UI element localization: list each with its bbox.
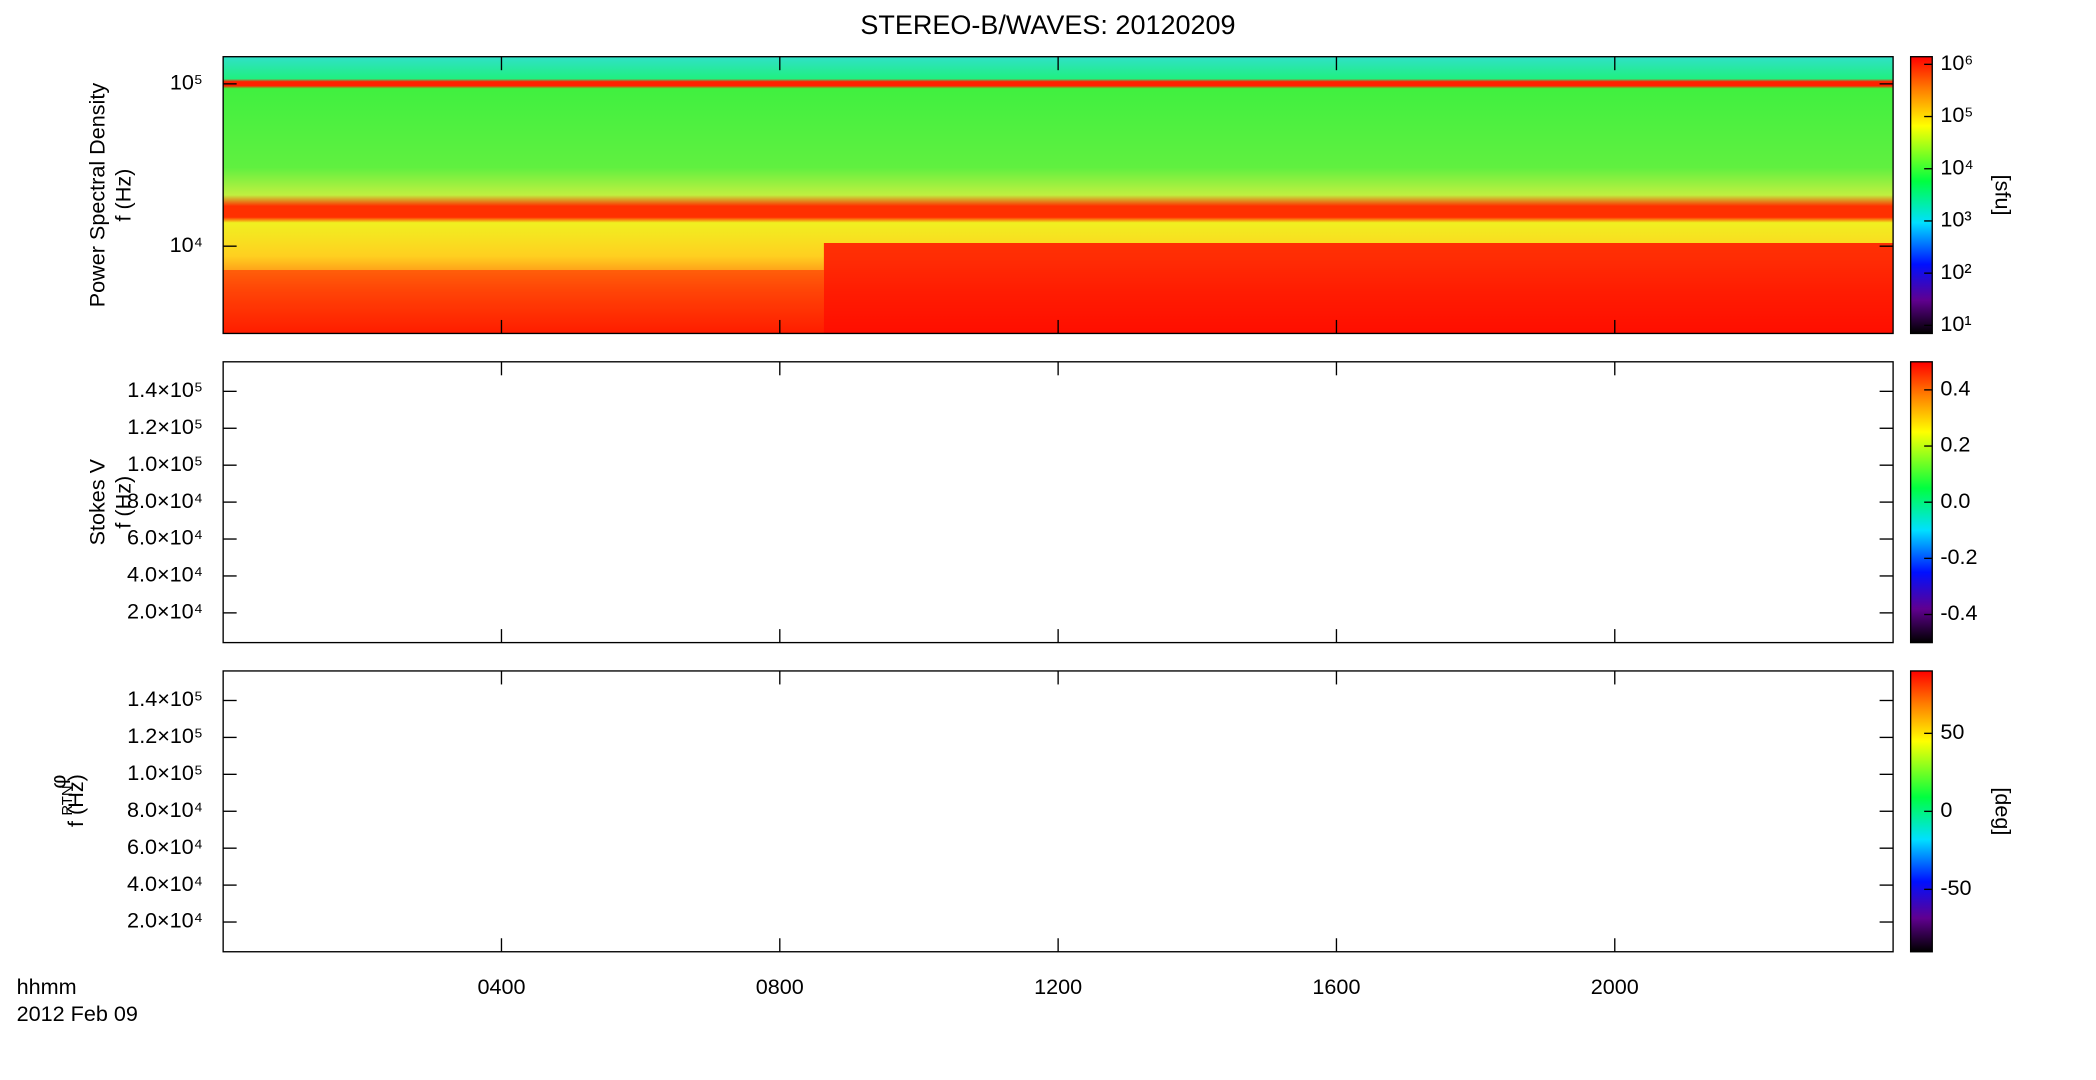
y-tick-label: 1.4×10⁵ <box>127 686 203 711</box>
colorbar-tick-label: 10⁶ <box>1940 50 1973 75</box>
y-tick-label: 1.0×10⁵ <box>127 760 203 785</box>
y-tick-label: 1.4×10⁵ <box>127 377 203 402</box>
colorbar-tick-label: 0.0 <box>1940 488 1970 513</box>
y-axis-label: φ <box>46 775 71 789</box>
colorbar-tick-label: -50 <box>1940 875 1971 900</box>
y-tick-label: 2.0×10⁴ <box>127 599 203 624</box>
x-tick-label: 0800 <box>756 974 804 999</box>
y-axis-unit: f (Hz) <box>63 774 88 827</box>
y-tick-label: 6.0×10⁴ <box>127 834 203 859</box>
y-axis-unit: f (Hz) <box>110 476 135 529</box>
x-tick-label: 1600 <box>1312 974 1360 999</box>
colorbar-tick-label: 10⁴ <box>1940 154 1973 179</box>
x-tick-label: 0400 <box>477 974 525 999</box>
chart-title: STEREO-B/WAVES: 20120209 <box>860 10 1235 40</box>
colorbar-tick-label: 10⁵ <box>1940 102 1973 127</box>
plot-frame <box>222 361 1894 644</box>
colorbar-tick-label: 0.4 <box>1940 376 1970 401</box>
y-tick-label: 8.0×10⁴ <box>127 797 203 822</box>
plot-frame <box>222 670 1894 953</box>
y-tick-label: 6.0×10⁴ <box>127 525 203 550</box>
y-tick-label: 4.0×10⁴ <box>127 871 203 896</box>
y-tick-label: 1.2×10⁵ <box>127 723 203 748</box>
colorbar-tick-label: 0.2 <box>1940 432 1970 457</box>
colorbar <box>1909 56 1933 335</box>
y-tick-label: 1.2×10⁵ <box>127 414 203 439</box>
colorbar-tick-label: 10³ <box>1940 207 1971 232</box>
x-tick-label: 2000 <box>1591 974 1639 999</box>
y-tick-label: 10⁴ <box>170 232 203 257</box>
y-axis-unit: f (Hz) <box>110 169 135 222</box>
date-label: 2012 Feb 09 <box>17 1001 138 1026</box>
y-tick-label: 1.0×10⁵ <box>127 451 203 476</box>
colorbar-tick-label: 0 <box>1940 797 1952 822</box>
y-tick-label: 10⁵ <box>170 70 203 95</box>
y-tick-label: 8.0×10⁴ <box>127 488 203 513</box>
x-tick-label: 1200 <box>1034 974 1082 999</box>
colorbar-tick-label: 10¹ <box>1940 311 1971 336</box>
y-tick-label: 4.0×10⁴ <box>127 562 203 587</box>
y-axis-label: Power Spectral Density <box>85 83 110 308</box>
x-axis-label: hhmm <box>17 974 77 999</box>
colorbar-tick-label: -0.2 <box>1940 544 1977 569</box>
colorbar-label: [sfu] <box>1990 175 2015 216</box>
colorbar-label: [deg] <box>1990 787 2015 835</box>
colorbar-tick-label: 50 <box>1940 719 1964 744</box>
colorbar-tick-label: -0.4 <box>1940 600 1977 625</box>
y-tick-label: 2.0×10⁴ <box>127 908 203 933</box>
y-axis-label: Stokes V <box>85 458 110 545</box>
spectrogram-image <box>223 56 1894 334</box>
colorbar-tick-label: 10² <box>1940 259 1971 284</box>
y-axis-label-subscript: RTN <box>60 785 76 815</box>
